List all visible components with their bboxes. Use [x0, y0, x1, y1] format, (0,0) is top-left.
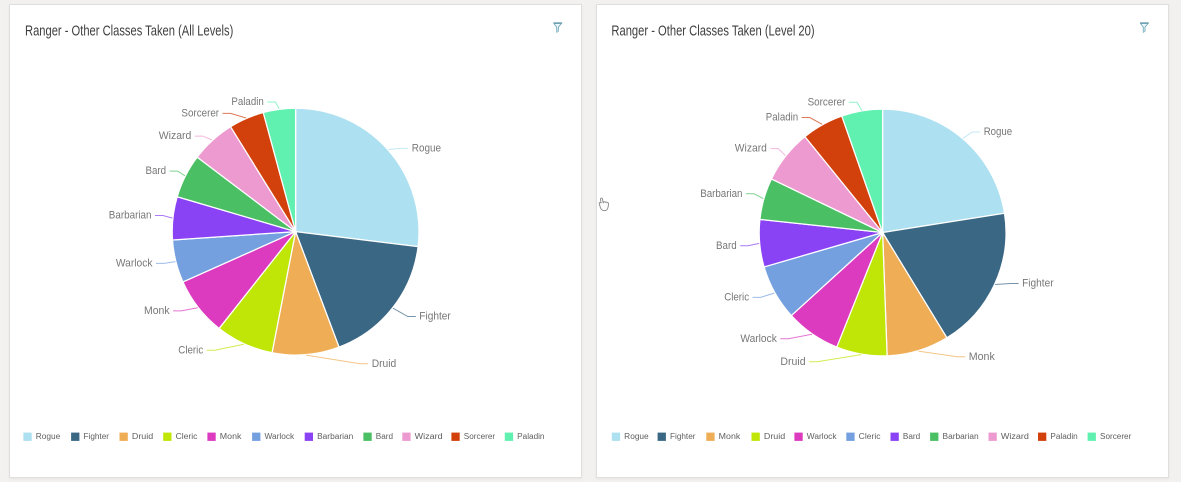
svg-text:Cleric: Cleric — [859, 432, 881, 441]
svg-text:Cleric: Cleric — [176, 432, 198, 441]
svg-text:Bard: Bard — [146, 165, 167, 177]
svg-text:Sorcerer: Sorcerer — [808, 96, 846, 108]
svg-text:Monk: Monk — [969, 351, 996, 363]
svg-text:Fighter: Fighter — [670, 432, 696, 441]
svg-text:Cleric: Cleric — [724, 292, 749, 304]
svg-text:Sorcerer: Sorcerer — [1100, 432, 1132, 441]
svg-text:Rogue: Rogue — [412, 143, 441, 155]
svg-text:Sorcerer: Sorcerer — [181, 108, 219, 120]
svg-text:Rogue: Rogue — [624, 432, 649, 441]
svg-text:Bard: Bard — [716, 240, 737, 252]
svg-text:Barbarian: Barbarian — [317, 432, 353, 441]
svg-text:Wizard: Wizard — [415, 432, 443, 441]
svg-text:Wizard: Wizard — [1001, 432, 1029, 441]
svg-text:Rogue: Rogue — [984, 126, 1013, 138]
svg-text:Bard: Bard — [903, 432, 920, 441]
svg-text:Wizard: Wizard — [735, 143, 767, 155]
svg-text:Warlock: Warlock — [265, 432, 296, 441]
svg-text:Ranger - Other Classes Taken (: Ranger - Other Classes Taken (All Levels… — [25, 22, 233, 39]
svg-text:Monk: Monk — [144, 305, 170, 317]
svg-text:Sorcerer: Sorcerer — [464, 432, 496, 441]
svg-text:Fighter: Fighter — [1022, 278, 1054, 290]
svg-text:Barbarian: Barbarian — [943, 432, 979, 441]
svg-text:Fighter: Fighter — [419, 311, 451, 323]
svg-text:Warlock: Warlock — [116, 258, 153, 270]
svg-text:Rogue: Rogue — [36, 432, 61, 441]
svg-text:Warlock: Warlock — [807, 432, 838, 441]
svg-text:Druid: Druid — [780, 356, 805, 368]
svg-text:Bard: Bard — [376, 432, 393, 441]
svg-text:Wizard: Wizard — [159, 130, 192, 142]
svg-text:Barbarian: Barbarian — [109, 210, 152, 222]
svg-text:Paladin: Paladin — [766, 112, 798, 124]
svg-text:Monk: Monk — [220, 432, 243, 441]
svg-text:Barbarian: Barbarian — [700, 188, 742, 200]
svg-text:Paladin: Paladin — [1050, 432, 1077, 441]
svg-text:Monk: Monk — [719, 432, 742, 441]
svg-text:Druid: Druid — [764, 432, 785, 441]
svg-text:Paladin: Paladin — [231, 96, 263, 108]
svg-text:Fighter: Fighter — [84, 432, 110, 441]
svg-text:Cleric: Cleric — [178, 344, 203, 356]
svg-text:Druid: Druid — [372, 358, 397, 370]
svg-text:Druid: Druid — [132, 432, 153, 441]
svg-text:Paladin: Paladin — [517, 432, 544, 441]
svg-text:Ranger - Other Classes Taken (: Ranger - Other Classes Taken (Level 20) — [611, 22, 814, 39]
svg-text:Warlock: Warlock — [740, 333, 777, 345]
